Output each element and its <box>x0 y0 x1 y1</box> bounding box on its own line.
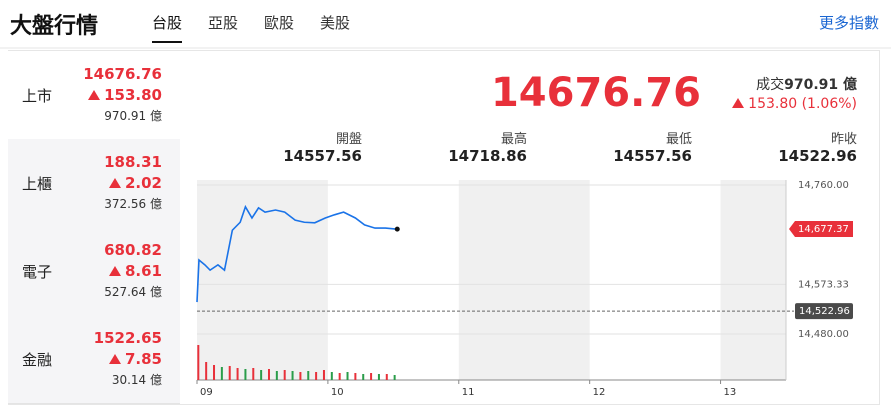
turnover: 成交970.91 億 <box>756 74 857 94</box>
market-row[interactable]: 電子 680.82 8.61 527.64 億 <box>8 227 180 316</box>
volume-bar <box>244 369 247 380</box>
prev-close-tag <box>795 303 853 320</box>
stat-value: 14718.86 <box>448 147 527 165</box>
index-price: 14676.76 <box>490 70 701 116</box>
volume-bar <box>205 362 208 380</box>
y-tick-label: 14,760.00 <box>798 180 849 191</box>
x-tick-label: 10 <box>331 387 344 398</box>
change-value: 8.61 <box>124 262 162 280</box>
last-point <box>394 226 400 232</box>
market-price: 680.82 <box>104 241 162 259</box>
x-tick-label: 11 <box>462 387 475 398</box>
market-row[interactable]: 上櫃 188.31 2.02 372.56 億 <box>8 139 180 228</box>
session-band <box>197 180 328 380</box>
market-name: 金融 <box>22 351 53 369</box>
up-arrow <box>108 178 121 188</box>
tab[interactable]: 歐股 <box>264 14 295 32</box>
turnover-label: 成交 <box>756 77 785 93</box>
market-volume: 372.56 億 <box>104 197 162 211</box>
volume-bar <box>267 369 270 380</box>
volume-bar <box>322 370 325 380</box>
volume-bar <box>338 373 341 380</box>
change-text: 153.80 (1.06%) <box>748 96 857 112</box>
volume-bar <box>197 345 200 380</box>
volume-bar <box>291 371 294 380</box>
up-arrow <box>88 90 101 100</box>
tab[interactable]: 亞股 <box>208 14 239 32</box>
market-change: 8.61 <box>108 262 162 280</box>
market-volume: 970.91 億 <box>104 109 162 123</box>
price-line <box>196 204 398 303</box>
volume-bar <box>385 374 388 380</box>
stat-value: 14557.56 <box>283 147 362 165</box>
volume-bar <box>283 370 286 380</box>
market-volume: 30.14 億 <box>111 373 162 387</box>
last-price-label: 14,677.37 <box>798 224 849 235</box>
more-link[interactable]: 更多指數 <box>818 14 879 32</box>
stat-value: 14522.96 <box>778 147 857 165</box>
y-tick-label: 14,573.33 <box>798 279 849 290</box>
volume-bar <box>346 372 349 380</box>
market-row[interactable]: 上市 14676.76 153.80 970.91 億 <box>8 51 180 140</box>
market-price: 14676.76 <box>83 65 162 83</box>
market-volume: 527.64 億 <box>104 285 162 299</box>
volume-bar <box>252 368 255 380</box>
turnover-value: 970.91 億 <box>784 77 857 93</box>
tab[interactable]: 台股 <box>152 12 183 43</box>
stat-value: 14557.56 <box>613 147 692 165</box>
up-arrow <box>732 98 745 108</box>
market-name: 上櫃 <box>22 175 53 193</box>
volume-bar <box>393 375 396 380</box>
stat-label: 最低 <box>665 132 692 147</box>
tab[interactable]: 美股 <box>320 14 351 32</box>
market-change: 2.02 <box>108 174 162 192</box>
session-band <box>458 180 590 380</box>
up-arrow <box>108 354 121 364</box>
change-value: 7.85 <box>124 350 162 368</box>
market-row[interactable]: 金融 1522.65 7.85 30.14 億 <box>8 315 180 404</box>
prev-close-label: 14,522.96 <box>799 306 850 317</box>
x-tick-label: 12 <box>593 387 606 398</box>
up-arrow <box>108 266 121 276</box>
y-tick-label: 14,480.00 <box>798 329 849 340</box>
stat-label: 昨收 <box>830 132 857 147</box>
stat-label: 最高 <box>500 132 527 147</box>
market-name: 上市 <box>22 87 53 105</box>
volume-bar <box>299 372 302 380</box>
volume-bar <box>354 373 357 380</box>
market-change: 153.80 <box>88 86 162 104</box>
volume-bar <box>260 370 263 380</box>
index-change: 153.80 (1.06%) <box>732 96 857 112</box>
volume-bar <box>377 374 380 380</box>
volume-bar <box>275 371 278 380</box>
volume-bar <box>228 366 231 380</box>
x-tick-label: 09 <box>200 387 213 398</box>
volume-bar <box>330 372 333 380</box>
market-name: 電子 <box>22 263 53 281</box>
change-value: 2.02 <box>124 174 162 192</box>
market-price: 188.31 <box>104 153 162 171</box>
volume-bar <box>315 372 318 380</box>
change-value: 153.80 <box>104 86 162 104</box>
volume-bar <box>236 368 239 380</box>
volume-bar <box>370 373 373 380</box>
volume-bar <box>362 374 365 380</box>
market-price: 1522.65 <box>93 329 162 347</box>
x-tick-label: 13 <box>724 387 737 398</box>
session-band <box>720 180 786 380</box>
volume-bar <box>213 365 216 380</box>
market-change: 7.85 <box>108 350 162 368</box>
title: 大盤行情 <box>10 14 99 39</box>
stat-label: 開盤 <box>335 132 362 147</box>
volume-bar <box>220 367 223 380</box>
volume-bar <box>307 371 310 380</box>
last-price-tag <box>789 220 853 237</box>
